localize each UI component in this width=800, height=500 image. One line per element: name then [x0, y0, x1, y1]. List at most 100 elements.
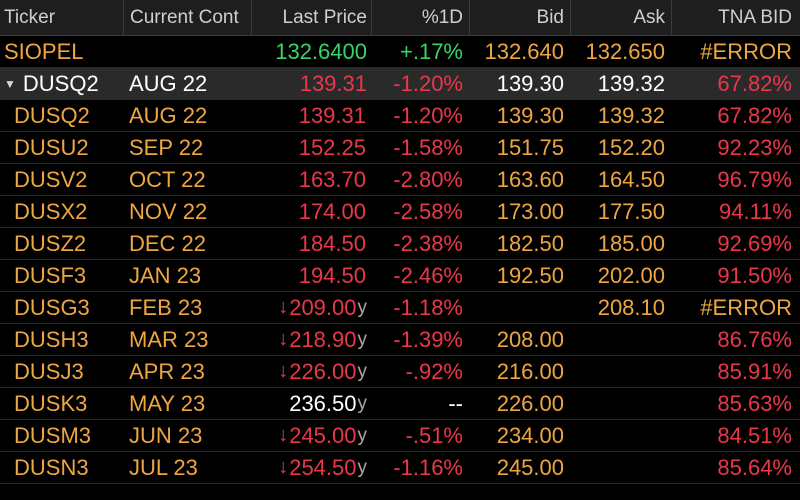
- table-row[interactable]: DUSK3 MAY 23 236.50 y -- 226.00 85.63%: [0, 388, 800, 420]
- last-price-value: 218.90: [289, 326, 357, 352]
- ask-cell: 139.32: [597, 102, 665, 128]
- ask-cell: [570, 356, 671, 387]
- column-header-last-price[interactable]: Last Price: [251, 0, 371, 35]
- last-price-value: 236.50: [289, 390, 357, 416]
- last-price-cell: ↓ 245.00 y: [251, 420, 371, 451]
- ask-cell: 208.10: [597, 294, 665, 320]
- tna-bid-cell: 92.23%: [717, 134, 792, 160]
- pct-change-cell: -.51%: [405, 422, 463, 448]
- tna-bid-cell: 92.69%: [717, 230, 792, 256]
- ticker-cell: DUSN3: [14, 454, 89, 480]
- tna-bid-cell: #ERROR: [700, 294, 792, 320]
- column-header-tna-bid[interactable]: TNA BID: [671, 0, 800, 35]
- last-price-cell: ↓ 218.90 y: [251, 324, 371, 355]
- pct-change-cell: --: [448, 390, 463, 416]
- last-price-cell: 184.50: [251, 228, 371, 259]
- yesterday-marker: y: [357, 328, 368, 350]
- tna-bid-cell: 85.91%: [717, 358, 792, 384]
- last-price-value: 226.00: [289, 358, 357, 384]
- ticker-cell: DUSG3: [14, 294, 90, 320]
- bid-cell: 139.30: [496, 70, 564, 96]
- column-header-ask[interactable]: Ask: [570, 0, 671, 35]
- ask-cell: [570, 420, 671, 451]
- ask-cell: [570, 388, 671, 419]
- tna-bid-cell: 85.64%: [717, 454, 792, 480]
- ticker-cell: DUSM3: [14, 422, 92, 448]
- bid-cell: 208.00: [496, 326, 564, 352]
- bid-cell: 245.00: [496, 454, 564, 480]
- bid-cell: 132.640: [484, 38, 564, 64]
- down-arrow-icon: ↓: [278, 360, 289, 382]
- pct-change-cell: -1.16%: [393, 454, 463, 480]
- last-price-value: 245.00: [289, 422, 357, 448]
- down-arrow-icon: ↓: [278, 296, 289, 318]
- ticker-cell: DUSZ2: [14, 230, 87, 256]
- contract-cell: NOV 22: [129, 198, 208, 224]
- contract-cell: JAN 23: [129, 262, 202, 288]
- yesterday-marker: y: [357, 456, 368, 478]
- contract-cell: AUG 22: [129, 70, 208, 96]
- last-price-value: 139.31: [298, 102, 366, 128]
- table-row[interactable]: DUSF3 JAN 23 194.50 -2.46% 192.50 202.00 91.50…: [0, 260, 800, 292]
- last-price-value: 174.00: [298, 198, 366, 224]
- ask-cell: 152.20: [597, 134, 665, 160]
- table-row[interactable]: DUSM3 JUN 23 ↓ 245.00 y -.51% 234.00 84.51%: [0, 420, 800, 452]
- tna-bid-cell: 86.76%: [717, 326, 792, 352]
- contract-cell: MAR 23: [129, 326, 209, 352]
- ticker-cell: DUSU2: [14, 134, 89, 160]
- last-price-value: 209.00: [289, 294, 357, 320]
- yesterday-marker: y: [357, 392, 368, 414]
- yesterday-marker: y: [357, 360, 368, 382]
- summary-row[interactable]: SIOPEL 132.6400 +.17% 132.640 132.650 #E…: [0, 36, 800, 68]
- ticker-cell: DUSV2: [14, 166, 88, 192]
- table-row[interactable]: DUSQ2 AUG 22 139.31 -1.20% 139.30 139.32 67.82…: [0, 100, 800, 132]
- triangle-down-icon[interactable]: ▼: [4, 76, 16, 91]
- ticker-cell: DUSF3: [14, 262, 87, 288]
- contract-cell: APR 23: [129, 358, 205, 384]
- ask-cell: 202.00: [597, 262, 665, 288]
- tna-bid-cell: 85.63%: [717, 390, 792, 416]
- table-row[interactable]: DUSX2 NOV 22 174.00 -2.58% 173.00 177.50 94.11…: [0, 196, 800, 228]
- pct-change-cell: -2.46%: [393, 262, 463, 288]
- table-row[interactable]: DUSV2 OCT 22 163.70 -2.80% 163.60 164.50 96.79…: [0, 164, 800, 196]
- bid-cell: 139.30: [496, 102, 564, 128]
- contract-rows: DUSQ2 AUG 22 139.31 -1.20% 139.30 139.32 67.82…: [0, 100, 800, 484]
- bid-cell: 192.50: [496, 262, 564, 288]
- table-row[interactable]: DUSH3 MAR 23 ↓ 218.90 y -1.39% 208.00 86.76%: [0, 324, 800, 356]
- down-arrow-icon: ↓: [278, 328, 289, 350]
- ask-cell: [570, 324, 671, 355]
- column-header-pct-1d[interactable]: %1D: [371, 0, 469, 35]
- column-header-bid[interactable]: Bid: [469, 0, 570, 35]
- column-header-current-contract[interactable]: Current Cont: [123, 0, 251, 35]
- contract-cell: FEB 23: [129, 294, 203, 320]
- contract-cell: AUG 22: [129, 102, 208, 128]
- tna-bid-cell: 67.82%: [717, 70, 792, 96]
- last-price-cell: 132.6400: [275, 38, 367, 64]
- pct-change-cell: -1.20%: [393, 70, 463, 96]
- last-price-value: 152.25: [298, 134, 366, 160]
- ticker-cell: DUSX2: [14, 198, 88, 224]
- futures-monitor-table: Ticker Current Cont Last Price %1D Bid A…: [0, 0, 800, 484]
- bid-cell: 226.00: [496, 390, 564, 416]
- table-row[interactable]: DUSG3 FEB 23 ↓ 209.00 y -1.18% 208.10 #ERROR: [0, 292, 800, 324]
- pct-change-cell: -1.39%: [393, 326, 463, 352]
- table-row[interactable]: DUSN3 JUL 23 ↓ 254.50 y -1.16% 245.00 85.64%: [0, 452, 800, 484]
- group-header-row[interactable]: ▼ DUSQ2 AUG 22 139.31 -1.20% 139.30 139.…: [0, 68, 800, 100]
- last-price-value: 254.50: [289, 454, 357, 480]
- bid-cell: 234.00: [496, 422, 564, 448]
- last-price-cell: ↓ 209.00 y: [251, 292, 371, 323]
- column-header-row: Ticker Current Cont Last Price %1D Bid A…: [0, 0, 800, 36]
- pct-change-cell: -.92%: [405, 358, 463, 384]
- last-price-cell: 152.25: [251, 132, 371, 163]
- table-row[interactable]: DUSU2 SEP 22 152.25 -1.58% 151.75 152.20 92.23…: [0, 132, 800, 164]
- last-price-cell: 194.50: [251, 260, 371, 291]
- ask-cell: 177.50: [597, 198, 665, 224]
- table-row[interactable]: DUSZ2 DEC 22 184.50 -2.38% 182.50 185.00 92.69…: [0, 228, 800, 260]
- column-header-ticker[interactable]: Ticker: [4, 6, 56, 28]
- ticker-cell: DUSJ3: [14, 358, 84, 384]
- pct-change-cell: +.17%: [400, 38, 463, 64]
- pct-change-cell: -1.20%: [393, 102, 463, 128]
- table-row[interactable]: DUSJ3 APR 23 ↓ 226.00 y -.92% 216.00 85.91%: [0, 356, 800, 388]
- last-price-cell: ↓ 254.50 y: [251, 452, 371, 483]
- tna-bid-cell: 91.50%: [717, 262, 792, 288]
